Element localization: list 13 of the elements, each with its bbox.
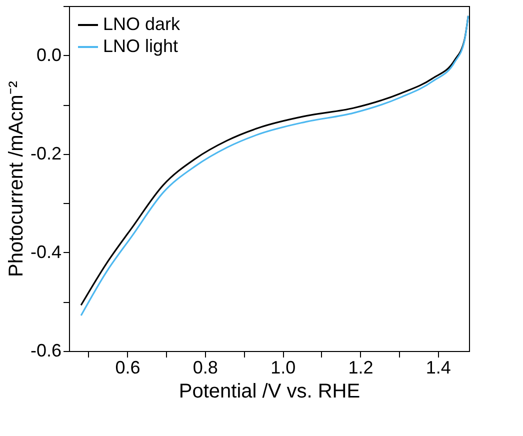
x-axis-title: Potential /V vs. RHE	[178, 380, 360, 402]
x-tick-label: 1.4	[426, 358, 451, 378]
y-axis-title: Photocurrent /mAcm⁻²	[5, 80, 28, 277]
x-tick-label: 1.0	[270, 358, 296, 378]
y-tick-label: -0.6	[30, 340, 62, 360]
x-tick-label: 0.6	[115, 358, 140, 378]
y-tick-label: 0.0	[36, 44, 62, 65]
x-tick-label: 1.2	[348, 358, 374, 378]
x-tick-label: 0.8	[192, 358, 218, 378]
legend-label: LNO light	[103, 36, 178, 56]
y-tick-label: -0.4	[30, 242, 62, 262]
y-tick-label: -0.2	[30, 143, 62, 164]
legend-label: LNO dark	[103, 14, 182, 34]
